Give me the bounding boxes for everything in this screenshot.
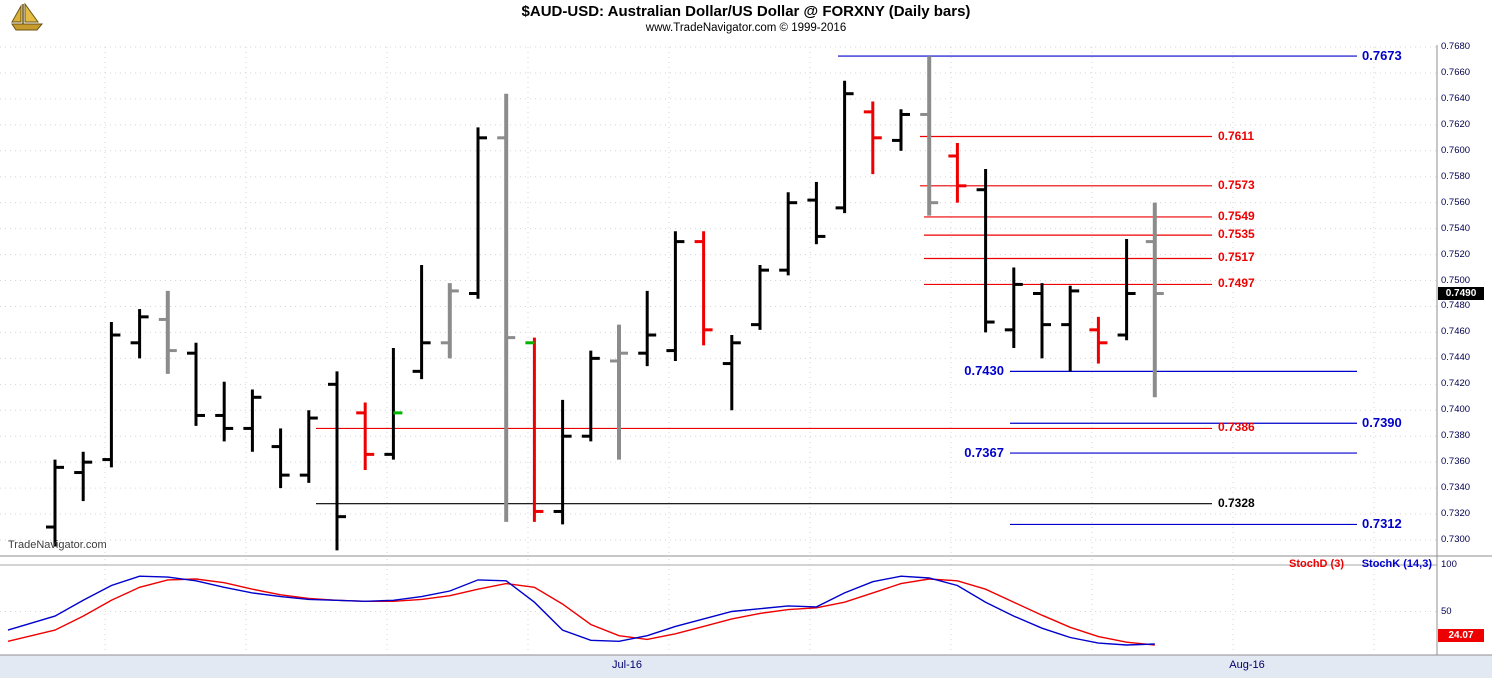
ohlc-bar[interactable] bbox=[751, 264, 769, 330]
ohlc-bar[interactable] bbox=[328, 371, 346, 551]
ohlc-bar[interactable] bbox=[694, 231, 713, 346]
ohlc-bar[interactable] bbox=[243, 389, 262, 452]
ohlc-bar[interactable] bbox=[779, 192, 798, 276]
ohlc-bar[interactable] bbox=[1033, 283, 1051, 359]
ohlc-bar[interactable] bbox=[581, 350, 600, 442]
ohlc-bar[interactable] bbox=[130, 309, 149, 359]
x-axis-band[interactable] bbox=[0, 655, 1492, 678]
ohlc-bar[interactable] bbox=[525, 337, 544, 522]
ohlc-bar[interactable] bbox=[215, 381, 234, 442]
ohlc-bar[interactable] bbox=[948, 143, 967, 203]
stochd-legend-label[interactable]: StochD (3) bbox=[1289, 558, 1344, 570]
ohlc-bar[interactable] bbox=[1061, 285, 1080, 372]
last-price-badge: 0.7490 bbox=[1438, 287, 1484, 300]
ohlc-bar[interactable] bbox=[920, 56, 939, 216]
ohlc-bar[interactable] bbox=[46, 459, 64, 547]
ohlc-bar[interactable] bbox=[356, 402, 375, 470]
ohlc-bar[interactable] bbox=[892, 109, 910, 151]
chart-title: $AUD-USD: Australian Dollar/US Dollar @ … bbox=[521, 3, 971, 20]
ohlc-bar[interactable] bbox=[497, 93, 516, 522]
tradenavigator-logo-icon bbox=[8, 2, 46, 33]
ohlc-bar[interactable] bbox=[158, 290, 177, 374]
ohlc-bar[interactable] bbox=[666, 231, 685, 361]
ohlc-bar[interactable] bbox=[1089, 316, 1108, 364]
ohlc-bar[interactable] bbox=[807, 181, 826, 245]
ohlc-bar[interactable] bbox=[1145, 202, 1164, 398]
ohlc-bar[interactable] bbox=[553, 399, 572, 525]
ohlc-bar[interactable] bbox=[271, 428, 290, 489]
ohlc-bar[interactable] bbox=[638, 290, 657, 367]
ohlc-bar[interactable] bbox=[74, 451, 93, 502]
watermark: TradeNavigator.com bbox=[8, 539, 107, 551]
stochk-legend-label[interactable]: StochK (14,3) bbox=[1361, 558, 1432, 570]
ohlc-bar[interactable] bbox=[1004, 267, 1023, 348]
ohlc-bar[interactable] bbox=[863, 101, 882, 175]
ohlc-bar[interactable] bbox=[412, 264, 431, 380]
ohlc-bar[interactable] bbox=[384, 347, 403, 460]
ohlc-bar[interactable] bbox=[610, 324, 628, 460]
ohlc-bar[interactable] bbox=[440, 283, 459, 359]
stoch-value-badge: 24.07 bbox=[1438, 629, 1484, 642]
stochd-line bbox=[7, 578, 1155, 646]
ohlc-bar[interactable] bbox=[469, 127, 487, 299]
ohlc-bar[interactable] bbox=[1117, 239, 1136, 341]
ohlc-bar[interactable] bbox=[835, 80, 854, 214]
ohlc-bar[interactable] bbox=[722, 335, 741, 411]
ohlc-bar[interactable] bbox=[976, 168, 995, 333]
ohlc-bar[interactable] bbox=[187, 342, 205, 426]
ohlc-bar[interactable] bbox=[102, 322, 121, 468]
chart-subtitle: www.TradeNavigator.com © 1999-2016 bbox=[645, 22, 847, 34]
ohlc-bar[interactable] bbox=[299, 410, 318, 483]
stochk-line bbox=[7, 575, 1155, 646]
